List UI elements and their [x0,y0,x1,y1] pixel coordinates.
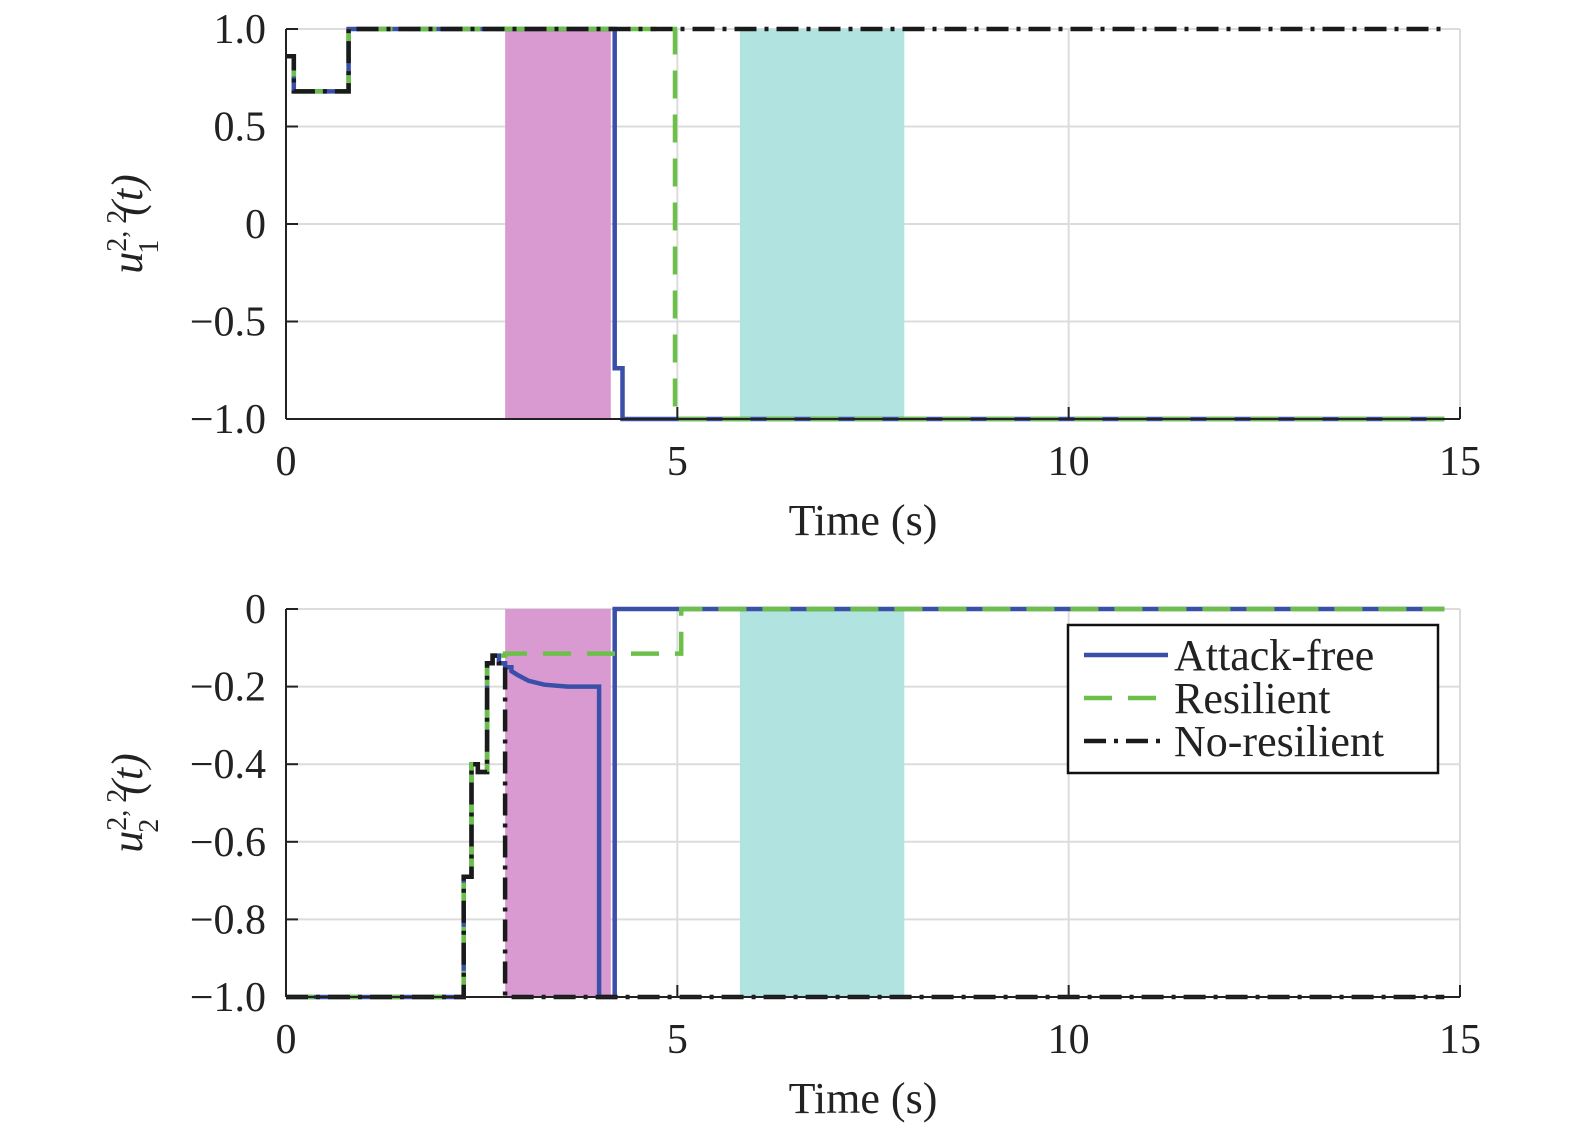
x-tick-label: 0 [276,439,297,485]
x-tick-label: 15 [1439,1017,1481,1063]
x-axis-label: Time (s) [789,1074,938,1123]
legend-label: Resilient [1174,674,1330,723]
y-tick-label: 0.5 [214,105,267,151]
series-line-no-resilient [286,26,1445,94]
y-tick-label: −1.0 [190,397,266,443]
x-tick-label: 0 [276,1017,297,1063]
series-line-no-resilient [286,653,1445,1000]
y-tick-label: −0.5 [190,300,266,346]
subplot-2: −1.0 −0.8 −0.6 −0.4 −0.2 0 0 5 10 15 Time (s) u2, 2… [102,587,1481,1123]
x-tick-label: 10 [1048,439,1090,485]
y-tick-label: −0.8 [190,897,266,943]
x-tick-label: 15 [1439,439,1481,485]
x-axis-label: Time (s) [789,496,938,545]
legend-label: Attack-free [1174,631,1374,680]
legend-label: No-resilient [1174,717,1384,766]
y-axis-label: u2, 21(t) [102,174,165,274]
x-tick-label: 5 [667,1017,688,1063]
shaded-region-2 [739,29,905,419]
y-tick-label: −0.6 [190,820,266,866]
y-axis-label: u2, 22(t) [102,753,165,853]
subplot-1: −1.0 −0.5 0 0.5 1.0 0 5 10 15 Time (s) u2, 21(t) [102,7,1481,545]
y-tick-label: 1.0 [214,7,267,53]
y-tick-label: 0 [245,202,266,248]
x-tick-label: 10 [1048,1017,1090,1063]
x-tick-label: 5 [667,439,688,485]
shaded-region-1 [505,609,611,997]
shaded-region-2 [739,609,905,997]
shaded-region-1 [505,29,611,419]
y-tick-label: −1.0 [190,975,266,1021]
y-tick-label: 0 [245,587,266,633]
y-tick-label: −0.4 [190,742,266,788]
y-tick-label: −0.2 [190,665,266,711]
